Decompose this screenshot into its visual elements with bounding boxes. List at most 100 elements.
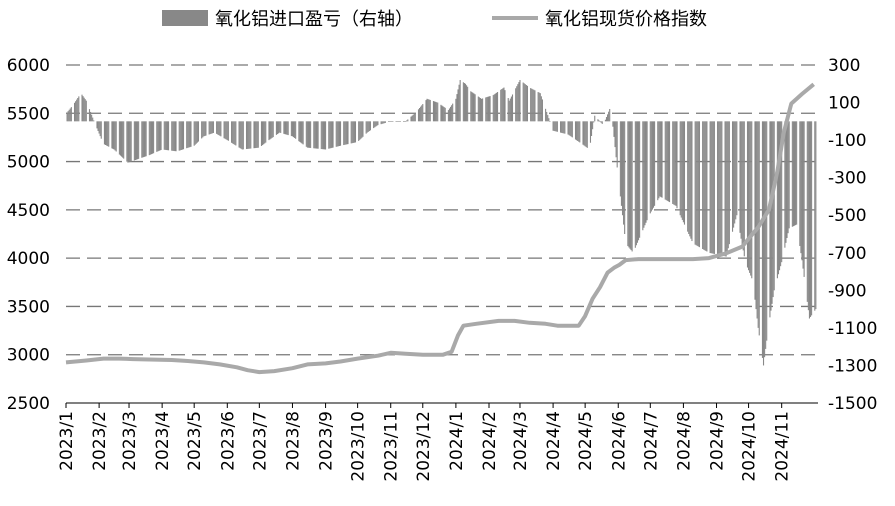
bar	[299, 121, 301, 142]
bar	[636, 121, 639, 243]
bar	[679, 121, 681, 216]
bar	[509, 98, 511, 122]
right-axis-tick-label: -100	[828, 131, 867, 151]
bar	[70, 107, 72, 122]
bar	[113, 121, 115, 150]
bar	[459, 80, 461, 122]
bar	[120, 121, 123, 157]
bar	[479, 98, 482, 122]
bar	[503, 87, 505, 122]
bar	[811, 121, 813, 316]
bar	[592, 121, 594, 130]
bar	[164, 121, 166, 150]
bar	[369, 121, 371, 131]
bar	[432, 101, 435, 122]
x-axis-tick-label: 2023/1	[57, 411, 77, 471]
bar	[627, 121, 629, 247]
bar	[694, 121, 696, 245]
bar	[579, 121, 581, 143]
bar	[260, 121, 263, 146]
bar	[546, 111, 548, 122]
legend-line-label: 氧化铝现货价格指数	[545, 9, 707, 30]
bar	[787, 121, 789, 234]
bar	[377, 121, 379, 126]
bar	[218, 121, 220, 136]
left-axis-tick-label: 3500	[7, 297, 50, 317]
bar	[310, 121, 312, 148]
bar	[395, 121, 397, 122]
bar	[224, 121, 226, 139]
x-axis-tick-label: 2023/9	[317, 411, 337, 471]
bar	[320, 121, 322, 150]
bar	[190, 121, 192, 147]
x-axis-tick-label: 2023/4	[153, 411, 173, 471]
bar	[561, 121, 563, 133]
bar	[456, 94, 458, 122]
bar	[128, 121, 130, 163]
bar	[650, 121, 652, 212]
bar	[189, 121, 191, 148]
bar	[422, 104, 424, 122]
bar	[397, 121, 399, 122]
bar	[77, 97, 79, 122]
bar	[166, 121, 169, 151]
bar	[590, 121, 593, 136]
bar	[148, 121, 150, 156]
x-axis-tick-label: 2024/1	[447, 411, 467, 471]
bar	[578, 121, 580, 142]
bar	[532, 89, 534, 122]
bar	[210, 121, 212, 134]
bar	[675, 121, 677, 206]
bar	[799, 121, 801, 247]
bar	[695, 121, 697, 246]
bar	[750, 121, 752, 276]
bar	[457, 89, 459, 122]
bar	[119, 121, 122, 156]
x-axis-tick-label: 2023/8	[284, 411, 304, 471]
bar	[171, 121, 173, 151]
price-index-line	[65, 82, 815, 375]
bar	[143, 121, 145, 158]
bar	[276, 121, 279, 135]
bar	[660, 121, 662, 198]
bar	[367, 121, 369, 132]
bar	[211, 121, 213, 134]
bar	[347, 121, 349, 145]
bar	[553, 121, 555, 131]
bar	[777, 121, 780, 275]
bar	[419, 108, 421, 122]
bar	[629, 121, 631, 249]
bar	[765, 121, 767, 349]
bar	[241, 121, 243, 150]
bar	[92, 117, 94, 122]
bar	[802, 121, 804, 269]
bar	[541, 99, 543, 122]
bar	[196, 121, 198, 143]
bar	[507, 98, 509, 122]
bar	[337, 121, 339, 147]
right-axis-tick-label: -1300	[828, 356, 877, 376]
bar	[658, 121, 660, 199]
bar	[702, 121, 704, 250]
import-profit-bars	[66, 80, 817, 366]
bar	[494, 93, 496, 122]
bar	[440, 104, 442, 122]
bar	[157, 121, 159, 152]
bar	[436, 102, 438, 122]
bar	[704, 121, 706, 251]
bar	[564, 121, 566, 134]
bar	[567, 121, 569, 135]
bar	[796, 121, 798, 225]
bar	[314, 121, 316, 149]
left-axis-tick-label: 4500	[7, 201, 50, 221]
bar	[800, 121, 802, 254]
bar	[300, 121, 302, 143]
bar	[555, 121, 557, 132]
bar	[533, 89, 535, 122]
bar	[644, 121, 646, 226]
bar	[687, 121, 689, 232]
bar	[127, 121, 129, 163]
bar	[771, 121, 773, 304]
bar	[746, 121, 749, 268]
right-axis-tick-label: -900	[828, 281, 867, 301]
